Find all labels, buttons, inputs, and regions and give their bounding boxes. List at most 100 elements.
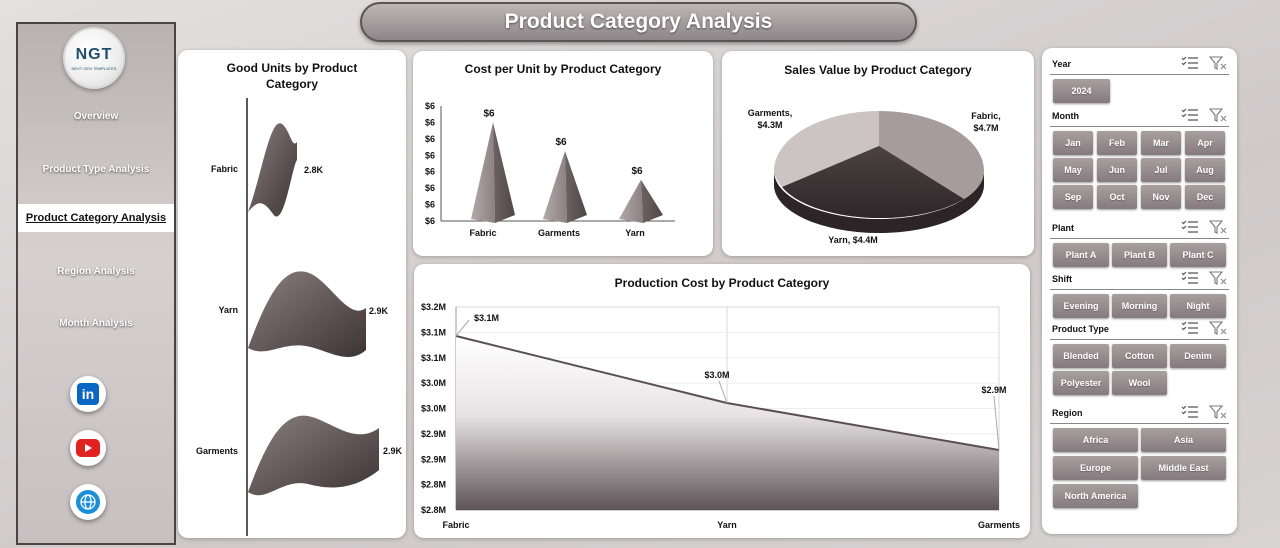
year-slicer-label: Year xyxy=(1052,59,1072,69)
cost-per-unit-bar-side xyxy=(565,151,587,223)
youtube-icon xyxy=(76,439,100,457)
nav-product-type-analysis[interactable]: Product Type Analysis xyxy=(42,164,150,175)
slicer-product-type-wool[interactable]: Wool xyxy=(1112,371,1167,395)
slicer-product-type-blended[interactable]: Blended xyxy=(1053,344,1109,368)
nav-overview[interactable]: Overview xyxy=(73,111,119,122)
multi-select-icon[interactable] xyxy=(1181,56,1199,70)
cost-per-unit-ytick: $6 xyxy=(425,134,435,144)
sales-label-fabric-name: Fabric, xyxy=(971,111,1001,121)
production-cost-ytick: $2.8M xyxy=(421,505,446,515)
production-cost-ytick: $2.9M xyxy=(421,429,446,439)
production-cost-ytick: $3.0M xyxy=(421,378,446,388)
slicer-month-aug[interactable]: Aug xyxy=(1185,158,1225,182)
slicer-product-type-denim[interactable]: Denim xyxy=(1170,344,1226,368)
slicer-panel: Year 2024 Month Jan Feb Mar Apr May Jun … xyxy=(1042,48,1237,534)
globe-icon xyxy=(76,490,100,514)
multi-select-icon[interactable] xyxy=(1181,108,1199,122)
slicer-month-dec[interactable]: Dec xyxy=(1185,185,1225,209)
slicer-plant-a[interactable]: Plant A xyxy=(1053,243,1109,267)
slicer-month-jul[interactable]: Jul xyxy=(1141,158,1181,182)
slicer-plant-c[interactable]: Plant C xyxy=(1170,243,1226,267)
cost-per-unit-bar-front xyxy=(619,179,643,223)
production-cost-ytick: $3.2M xyxy=(421,302,446,312)
slicer-month-sep[interactable]: Sep xyxy=(1053,185,1093,209)
slicer-plant-b[interactable]: Plant B xyxy=(1112,243,1167,267)
good-units-panel: Good Units by Product Category Fabric Ya… xyxy=(178,50,406,538)
good-units-bar-garments xyxy=(248,415,379,496)
shift-slicer-label: Shift xyxy=(1052,274,1072,284)
month-slicer-controls xyxy=(1181,108,1227,122)
sales-value-panel: Sales Value by Product Category Garments… xyxy=(722,51,1034,256)
clear-filter-icon[interactable] xyxy=(1209,56,1227,70)
slicer-shift-morning[interactable]: Morning xyxy=(1112,294,1167,318)
clear-filter-icon[interactable] xyxy=(1209,321,1227,335)
slicer-region-europe[interactable]: Europe xyxy=(1053,456,1138,480)
good-units-label-garments: Garments xyxy=(196,446,238,456)
clear-filter-icon[interactable] xyxy=(1209,220,1227,234)
youtube-button[interactable] xyxy=(70,430,106,466)
cost-per-unit-cat-fabric: Fabric xyxy=(469,228,496,238)
logo-subtext: NEXT GEN TEMPLATES xyxy=(71,65,117,71)
slicer-region-africa[interactable]: Africa xyxy=(1053,428,1138,452)
multi-select-icon[interactable] xyxy=(1181,271,1199,285)
good-units-label-fabric: Fabric xyxy=(211,164,238,174)
nav-month-analysis[interactable]: Month Analysis xyxy=(59,318,133,329)
slicer-region-asia[interactable]: Asia xyxy=(1141,428,1226,452)
year-slicer-controls xyxy=(1181,56,1227,70)
cost-per-unit-panel: Cost per Unit by Product Category $6 $6 $6… xyxy=(413,51,713,256)
multi-select-icon[interactable] xyxy=(1181,220,1199,234)
product-type-slicer-divider xyxy=(1050,339,1229,340)
production-cost-ytick: $3.1M xyxy=(421,353,446,363)
clear-filter-icon[interactable] xyxy=(1209,405,1227,419)
cost-per-unit-bar-side xyxy=(641,179,663,223)
slicer-shift-evening[interactable]: Evening xyxy=(1053,294,1109,318)
cost-per-unit-ytick: $6 xyxy=(425,117,435,127)
slicer-shift-night[interactable]: Night xyxy=(1170,294,1226,318)
nav-region-analysis[interactable]: Region Analysis xyxy=(57,266,135,277)
product-type-slicer-label: Product Type xyxy=(1052,324,1109,334)
good-units-title-line1: Good Units by Product xyxy=(226,61,358,75)
good-units-title: Good Units by Product Category xyxy=(178,60,406,92)
sales-value-title: Sales Value by Product Category xyxy=(784,63,972,77)
slicer-month-mar[interactable]: Mar xyxy=(1141,131,1181,155)
slicer-month-feb[interactable]: Feb xyxy=(1097,131,1137,155)
cost-per-unit-chart: $6$6$6$6$6$6$6$6 $6$6$6 Fabric Garments … xyxy=(425,101,675,238)
production-cost-value-garments: $2.9M xyxy=(981,385,1006,395)
sales-label-garments-value: $4.3M xyxy=(757,120,782,130)
plant-slicer-label: Plant xyxy=(1052,223,1075,233)
linkedin-button[interactable]: in xyxy=(70,376,106,412)
slicer-month-oct[interactable]: Oct xyxy=(1097,185,1137,209)
plant-slicer-divider xyxy=(1050,238,1229,239)
cost-per-unit-ytick: $6 xyxy=(425,216,435,226)
region-slicer-controls xyxy=(1181,405,1227,419)
slicer-region-middle-east[interactable]: Middle East xyxy=(1141,456,1226,480)
good-units-chart: Fabric Yarn Garments 2.8K 2.9K 2.9K xyxy=(196,98,403,536)
month-slicer-label: Month xyxy=(1052,111,1079,121)
production-cost-ytick: $3.1M xyxy=(421,327,446,337)
sales-label-yarn: Yarn, $4.4M xyxy=(828,235,878,245)
clear-filter-icon[interactable] xyxy=(1209,108,1227,122)
cost-per-unit-value-label: $6 xyxy=(483,108,495,119)
sales-pie-depth xyxy=(774,171,984,233)
slicer-region-north-america[interactable]: North America xyxy=(1053,484,1138,508)
website-button[interactable] xyxy=(70,484,106,520)
slicer-month-jan[interactable]: Jan xyxy=(1053,131,1093,155)
slicer-month-nov[interactable]: Nov xyxy=(1141,185,1181,209)
slicer-product-type-polyester[interactable]: Polyester xyxy=(1053,371,1109,395)
slicer-month-may[interactable]: May xyxy=(1053,158,1093,182)
nav-product-category-analysis[interactable]: Product Category Analysis xyxy=(18,204,174,232)
good-units-value-yarn: 2.9K xyxy=(369,306,389,316)
multi-select-icon[interactable] xyxy=(1181,321,1199,335)
cost-per-unit-value-label: $6 xyxy=(555,137,567,148)
plant-slicer-controls xyxy=(1181,220,1227,234)
slicer-year-2024[interactable]: 2024 xyxy=(1053,79,1110,103)
clear-filter-icon[interactable] xyxy=(1209,271,1227,285)
production-cost-cat-fabric: Fabric xyxy=(442,520,469,530)
slicer-month-apr[interactable]: Apr xyxy=(1185,131,1225,155)
multi-select-icon[interactable] xyxy=(1181,405,1199,419)
good-units-bar-yarn xyxy=(248,271,366,357)
production-cost-panel: Production Cost by Product Category $3.2… xyxy=(414,264,1030,538)
slicer-product-type-cotton[interactable]: Cotton xyxy=(1112,344,1167,368)
slicer-month-jun[interactable]: Jun xyxy=(1097,158,1137,182)
production-cost-value-fabric: $3.1M xyxy=(474,313,499,323)
